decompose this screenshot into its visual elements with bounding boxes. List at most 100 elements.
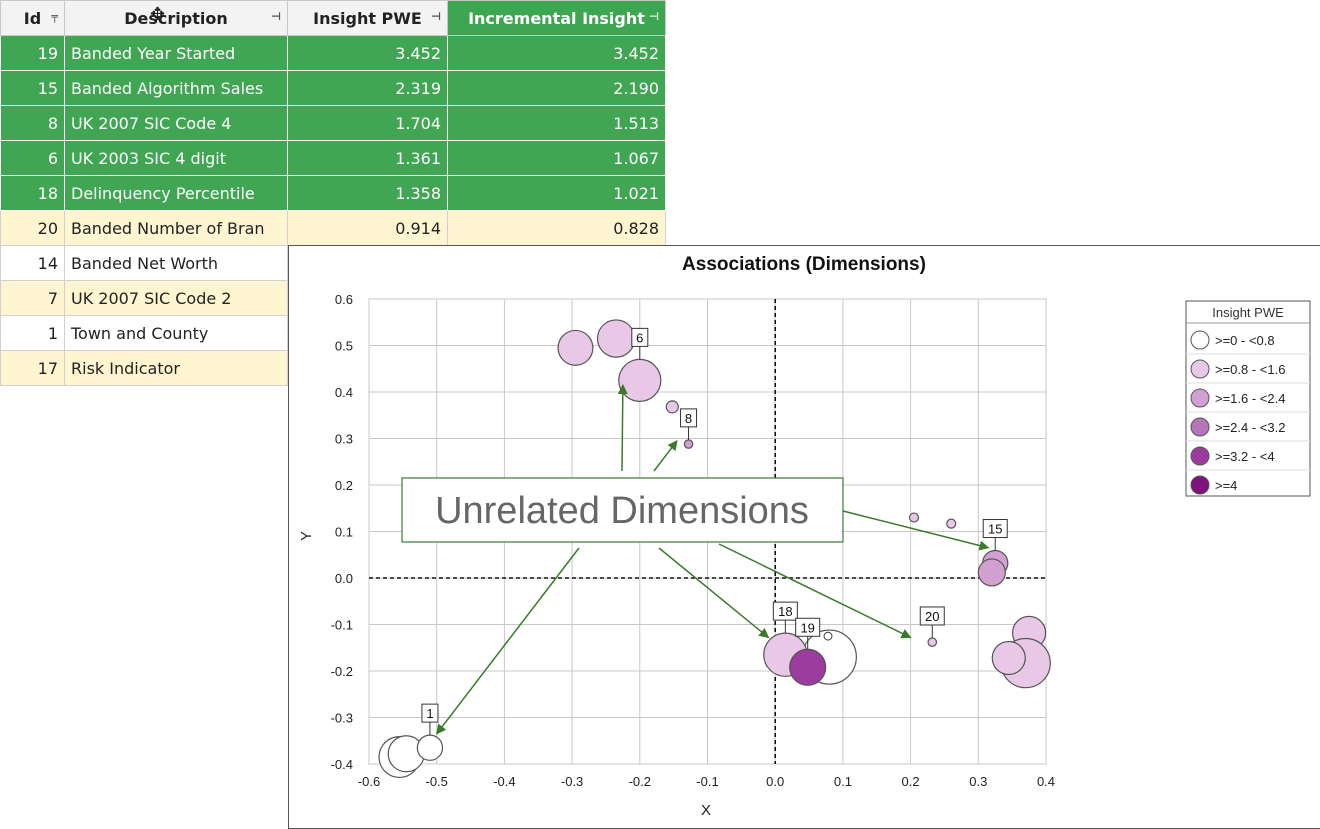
table-row[interactable]: 8 UK 2007 SIC Code 4 1.704 1.513 — [0, 105, 666, 141]
y-tick-label: 0.6 — [335, 292, 353, 307]
cell-insight-pwe[interactable]: 2.319 — [287, 70, 448, 106]
x-tick-label: -0.4 — [493, 774, 515, 789]
column-header-description[interactable]: Description ⊣ — [64, 0, 288, 36]
x-tick-label: -0.5 — [425, 774, 447, 789]
point-label: 18 — [778, 604, 792, 619]
cell-id[interactable]: 8 — [0, 105, 65, 141]
pin-icon[interactable]: ⊣ — [430, 10, 441, 23]
cell-description[interactable]: Banded Number of Bran — [64, 210, 288, 246]
y-tick-label: 0.3 — [335, 432, 353, 447]
cell-description[interactable]: Banded Year Started — [64, 35, 288, 71]
cell-id[interactable]: 20 — [0, 210, 65, 246]
cell-insight-pwe[interactable]: 1.361 — [287, 140, 448, 176]
legend-swatch — [1190, 359, 1210, 379]
pin-icon[interactable]: ⊣ — [648, 10, 659, 23]
y-tick-label: 0.1 — [335, 525, 353, 540]
column-header-id[interactable]: Id ╤ — [0, 0, 65, 36]
cell-id[interactable]: 19 — [0, 35, 65, 71]
cell-incremental-insight[interactable]: 1.021 — [447, 175, 666, 211]
cell-description[interactable]: Banded Net Worth — [64, 245, 288, 281]
x-tick-label: -0.3 — [561, 774, 583, 789]
cell-incremental-insight[interactable]: 1.513 — [447, 105, 666, 141]
cell-description[interactable]: Banded Algorithm Sales — [64, 70, 288, 106]
chart-legend: Insight PWE >=0 - <0.8 >=0.8 - <1.6 >=1.6 -… — [1185, 300, 1311, 497]
annotation-arrows — [436, 384, 990, 735]
data-point — [991, 640, 1026, 676]
cell-id[interactable]: 7 — [0, 280, 65, 316]
annotation-arrow — [436, 547, 580, 735]
x-tick-label: 0.4 — [1037, 774, 1055, 789]
cell-id[interactable]: 15 — [0, 70, 65, 106]
annotation-arrow — [842, 510, 990, 551]
cell-description[interactable]: UK 2007 SIC Code 2 — [64, 280, 288, 316]
cell-insight-pwe[interactable]: 0.914 — [287, 210, 448, 246]
callout-box — [401, 477, 844, 543]
legend-swatch — [1190, 475, 1210, 495]
pin-icon[interactable]: ╤ — [51, 10, 58, 23]
legend-swatch — [1190, 388, 1210, 408]
table-row[interactable]: 6 UK 2003 SIC 4 digit 1.361 1.067 — [0, 140, 666, 176]
point-label-box — [680, 408, 698, 428]
legend-entry: >=2.4 - <3.2 — [1215, 420, 1285, 435]
column-header-incremental-label: Incremental Insight — [468, 8, 645, 28]
column-header-insight-pwe[interactable]: Insight PWE ⊣ — [287, 0, 448, 36]
cell-insight-pwe[interactable]: 1.704 — [287, 105, 448, 141]
y-tick-label: 0.0 — [335, 571, 353, 586]
cell-incremental-insight[interactable]: 0.828 — [447, 210, 666, 246]
data-point — [977, 558, 1006, 587]
legend-entry: >=3.2 - <4 — [1215, 449, 1275, 464]
data-point — [665, 400, 679, 414]
pin-icon[interactable]: ⊣ — [270, 10, 281, 23]
legend-swatch — [1190, 330, 1210, 350]
cell-id[interactable]: 18 — [0, 175, 65, 211]
data-point — [946, 518, 957, 529]
column-header-insight-pwe-label: Insight PWE — [313, 8, 422, 28]
table-row[interactable]: 20 Banded Number of Bran 0.914 0.828 — [0, 210, 666, 246]
column-header-id-label: Id — [23, 8, 42, 28]
cell-id[interactable]: 6 — [0, 140, 65, 176]
y-tick-label: -0.3 — [331, 711, 353, 726]
cell-description[interactable]: UK 2007 SIC Code 4 — [64, 105, 288, 141]
cell-insight-pwe[interactable]: 3.452 — [287, 35, 448, 71]
table-row[interactable]: 18 Delinquency Percentile 1.358 1.021 — [0, 175, 666, 211]
cell-id[interactable]: 1 — [0, 315, 65, 351]
data-point — [618, 358, 662, 402]
data-point — [823, 631, 833, 641]
cell-description[interactable]: Town and County — [64, 315, 288, 351]
data-point — [927, 637, 938, 647]
cell-description[interactable]: Risk Indicator — [64, 350, 288, 386]
point-label: 19 — [800, 620, 814, 635]
y-tick-label: -0.2 — [331, 664, 353, 679]
chart-axes: -0.6 -0.5 -0.4 -0.3 -0.2 -0.1 0.0 0.1 0.2 0.3 0.4 -… — [331, 292, 1055, 789]
grid-header-row: Id ╤ Description ⊣ Insight PWE ⊣ Increme… — [0, 0, 666, 36]
table-row[interactable]: 19 Banded Year Started 3.452 3.452 — [0, 35, 666, 71]
table-row[interactable]: 15 Banded Algorithm Sales 2.319 2.190 — [0, 70, 666, 106]
annotation-arrow — [653, 440, 678, 472]
cell-id[interactable]: 17 — [0, 350, 65, 386]
x-tick-label: -0.2 — [629, 774, 651, 789]
cell-insight-pwe[interactable]: 1.358 — [287, 175, 448, 211]
legend-swatch — [1190, 417, 1210, 437]
y-tick-label: 0.2 — [335, 478, 353, 493]
point-label-box — [795, 617, 821, 637]
legend-entry: >=1.6 - <2.4 — [1215, 391, 1285, 406]
point-label: 6 — [636, 330, 643, 345]
data-point — [416, 734, 444, 761]
cell-description[interactable]: UK 2003 SIC 4 digit — [64, 140, 288, 176]
data-point — [683, 439, 694, 449]
y-axis-title: Y — [298, 531, 315, 541]
data-point — [908, 512, 920, 523]
chart-points: 6 8 15 20 18 19 1 — [378, 319, 1051, 779]
point-label-box — [772, 601, 798, 621]
data-point — [596, 319, 636, 358]
cell-description[interactable]: Delinquency Percentile — [64, 175, 288, 211]
legend-entry: >=4 — [1215, 478, 1237, 493]
y-tick-label: 0.4 — [335, 385, 353, 400]
cell-id[interactable]: 14 — [0, 245, 65, 281]
legend-title: Insight PWE — [1212, 305, 1284, 320]
cell-incremental-insight[interactable]: 3.452 — [447, 35, 666, 71]
cell-incremental-insight[interactable]: 1.067 — [447, 140, 666, 176]
chart-title: Associations (Dimensions) — [682, 254, 926, 275]
cell-incremental-insight[interactable]: 2.190 — [447, 70, 666, 106]
column-header-incremental-insight[interactable]: Incremental Insight ⊣ — [447, 0, 666, 36]
